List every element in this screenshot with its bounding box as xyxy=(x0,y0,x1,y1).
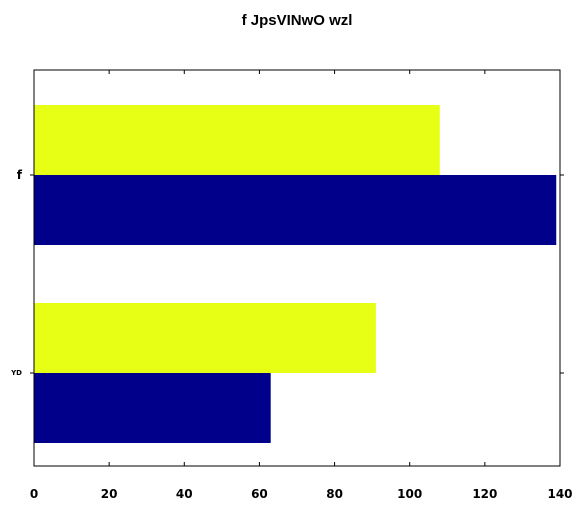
chart-title: f JpsVINwO wzl xyxy=(242,12,353,29)
plot-frame xyxy=(33,69,561,467)
x-tick-label: 0 xyxy=(30,487,38,501)
x-tick-label: 100 xyxy=(397,487,422,501)
x-tick-label: 40 xyxy=(176,487,193,501)
y-tick-label-f: f xyxy=(17,168,23,182)
x-tick-label: 120 xyxy=(472,487,497,501)
bar-f-series-2 xyxy=(34,175,557,245)
x-tick-label: 80 xyxy=(326,487,343,501)
tick-labels-group: 0 20 40 60 80 100 120 140 f YD xyxy=(10,168,572,501)
bar-f-series-1 xyxy=(34,105,440,175)
x-tick-label: 140 xyxy=(547,487,572,501)
bar-yd-series-1 xyxy=(34,303,376,373)
axis-ticks-group xyxy=(30,70,564,466)
x-tick-label: 60 xyxy=(251,487,268,501)
bar-yd-series-2 xyxy=(34,373,271,443)
bars-group xyxy=(34,105,557,443)
y-tick-label-yd: YD xyxy=(10,369,22,377)
x-tick-label: 20 xyxy=(101,487,118,501)
